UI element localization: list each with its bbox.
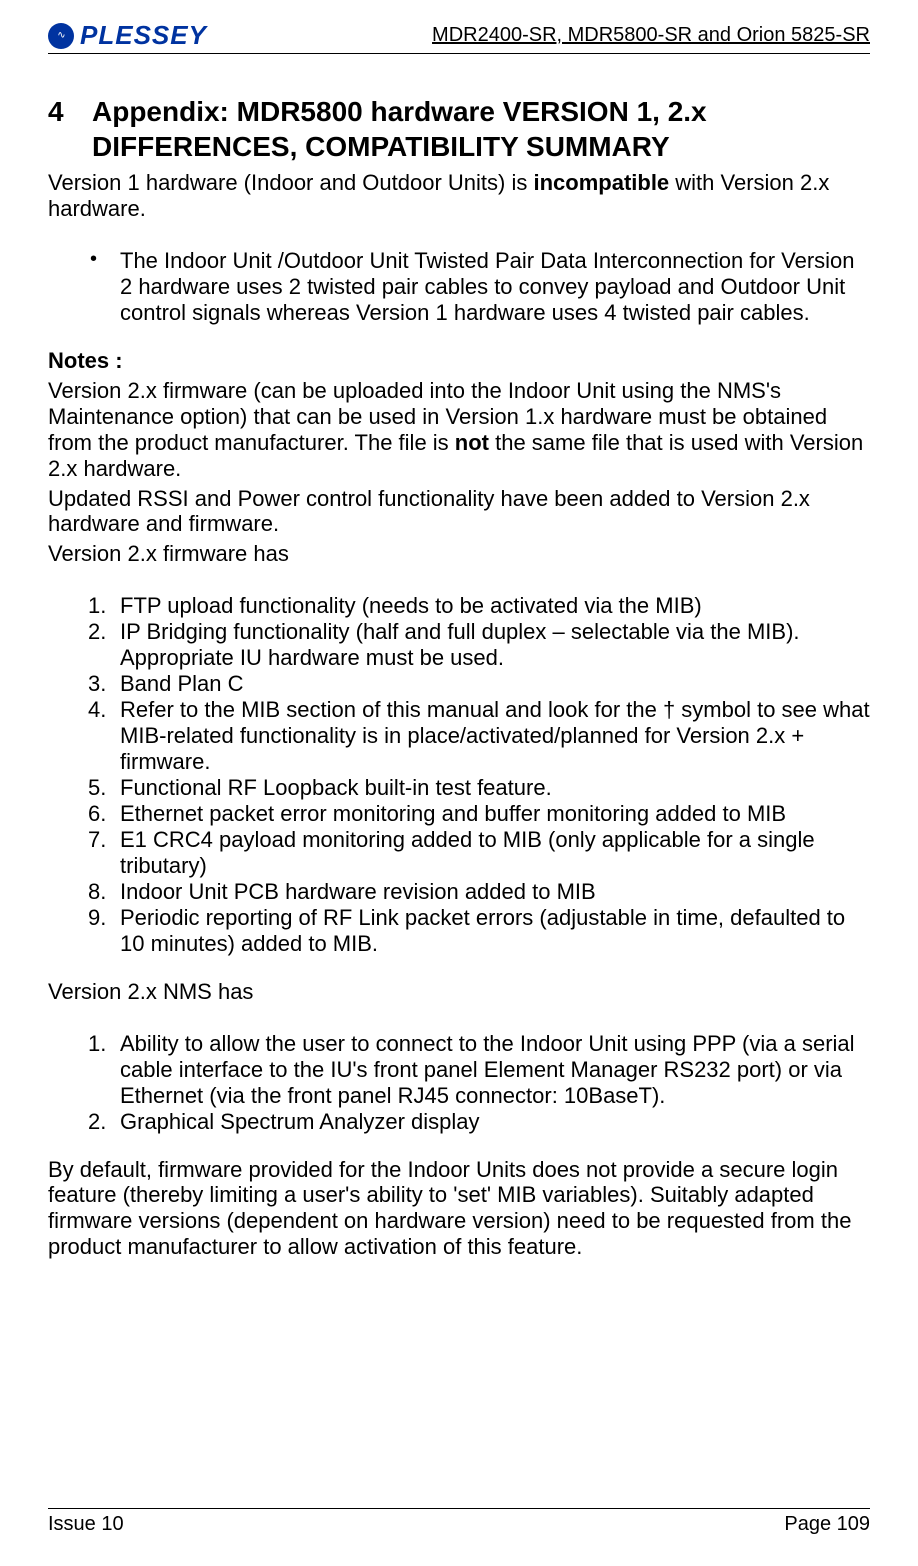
section-heading: 4 Appendix: MDR5800 hardware VERSION 1, … (48, 94, 870, 164)
spacer (48, 226, 870, 248)
spacer (48, 957, 870, 979)
footer-divider (48, 1508, 870, 1509)
spacer (48, 571, 870, 593)
footer: Issue 10 Page 109 (48, 1508, 870, 1536)
list-item: E1 CRC4 payload monitoring added to MIB … (120, 827, 870, 879)
list-item: Ethernet packet error monitoring and buf… (120, 801, 870, 827)
spacer (48, 1135, 870, 1157)
intro-bold: incompatible (533, 170, 669, 195)
header: ∿ PLESSEY MDR2400-SR, MDR5800-SR and Ori… (48, 20, 870, 51)
list-item: Band Plan C (120, 671, 870, 697)
section-title: Appendix: MDR5800 hardware VERSION 1, 2.… (92, 94, 870, 164)
footer-right: Page 109 (784, 1513, 870, 1536)
footer-row: Issue 10 Page 109 (48, 1513, 870, 1536)
footer-left: Issue 10 (48, 1513, 124, 1536)
bullet-list: The Indoor Unit /Outdoor Unit Twisted Pa… (48, 248, 870, 326)
spacer (48, 326, 870, 348)
list-item: Graphical Spectrum Analyzer display (120, 1109, 870, 1135)
logo-text: PLESSEY (80, 20, 207, 51)
list-item: IP Bridging functionality (half and full… (120, 619, 870, 671)
list-item: Periodic reporting of RF Link packet err… (120, 905, 870, 957)
header-divider (48, 53, 870, 54)
intro-paragraph: Version 1 hardware (Indoor and Outdoor U… (48, 170, 870, 222)
list-item: Indoor Unit PCB hardware revision added … (120, 879, 870, 905)
nms-intro: Version 2.x NMS has (48, 979, 870, 1005)
header-title: MDR2400-SR, MDR5800-SR and Orion 5825-SR (432, 24, 870, 47)
logo-icon: ∿ (48, 23, 74, 49)
section-title-line2: DIFFERENCES, COMPATIBILITY SUMMARY (92, 131, 670, 162)
notes-p2: Updated RSSI and Power control functiona… (48, 486, 870, 538)
spacer (48, 1009, 870, 1031)
notes-p3: Version 2.x firmware has (48, 541, 870, 567)
list-item: Ability to allow the user to connect to … (120, 1031, 870, 1109)
list-item: Functional RF Loopback built-in test fea… (120, 775, 870, 801)
firmware-list: FTP upload functionality (needs to be ac… (48, 593, 870, 956)
body-content: Version 1 hardware (Indoor and Outdoor U… (48, 170, 870, 1260)
list-item: Refer to the MIB section of this manual … (120, 697, 870, 775)
notes-p1: Version 2.x firmware (can be uploaded in… (48, 378, 870, 482)
list-item: FTP upload functionality (needs to be ac… (120, 593, 870, 619)
nms-list: Ability to allow the user to connect to … (48, 1031, 870, 1135)
logo-pulse-icon: ∿ (57, 31, 64, 41)
logo: ∿ PLESSEY (48, 20, 207, 51)
page: ∿ PLESSEY MDR2400-SR, MDR5800-SR and Ori… (0, 0, 918, 1566)
section-title-line1: Appendix: MDR5800 hardware VERSION 1, 2.… (92, 96, 707, 127)
intro-text-a: Version 1 hardware (Indoor and Outdoor U… (48, 170, 533, 195)
notes-label: Notes : (48, 348, 870, 374)
notes-p1-bold: not (455, 430, 489, 455)
section-number: 4 (48, 94, 92, 164)
bullet-item: The Indoor Unit /Outdoor Unit Twisted Pa… (120, 248, 870, 326)
closing-paragraph: By default, firmware provided for the In… (48, 1157, 870, 1261)
